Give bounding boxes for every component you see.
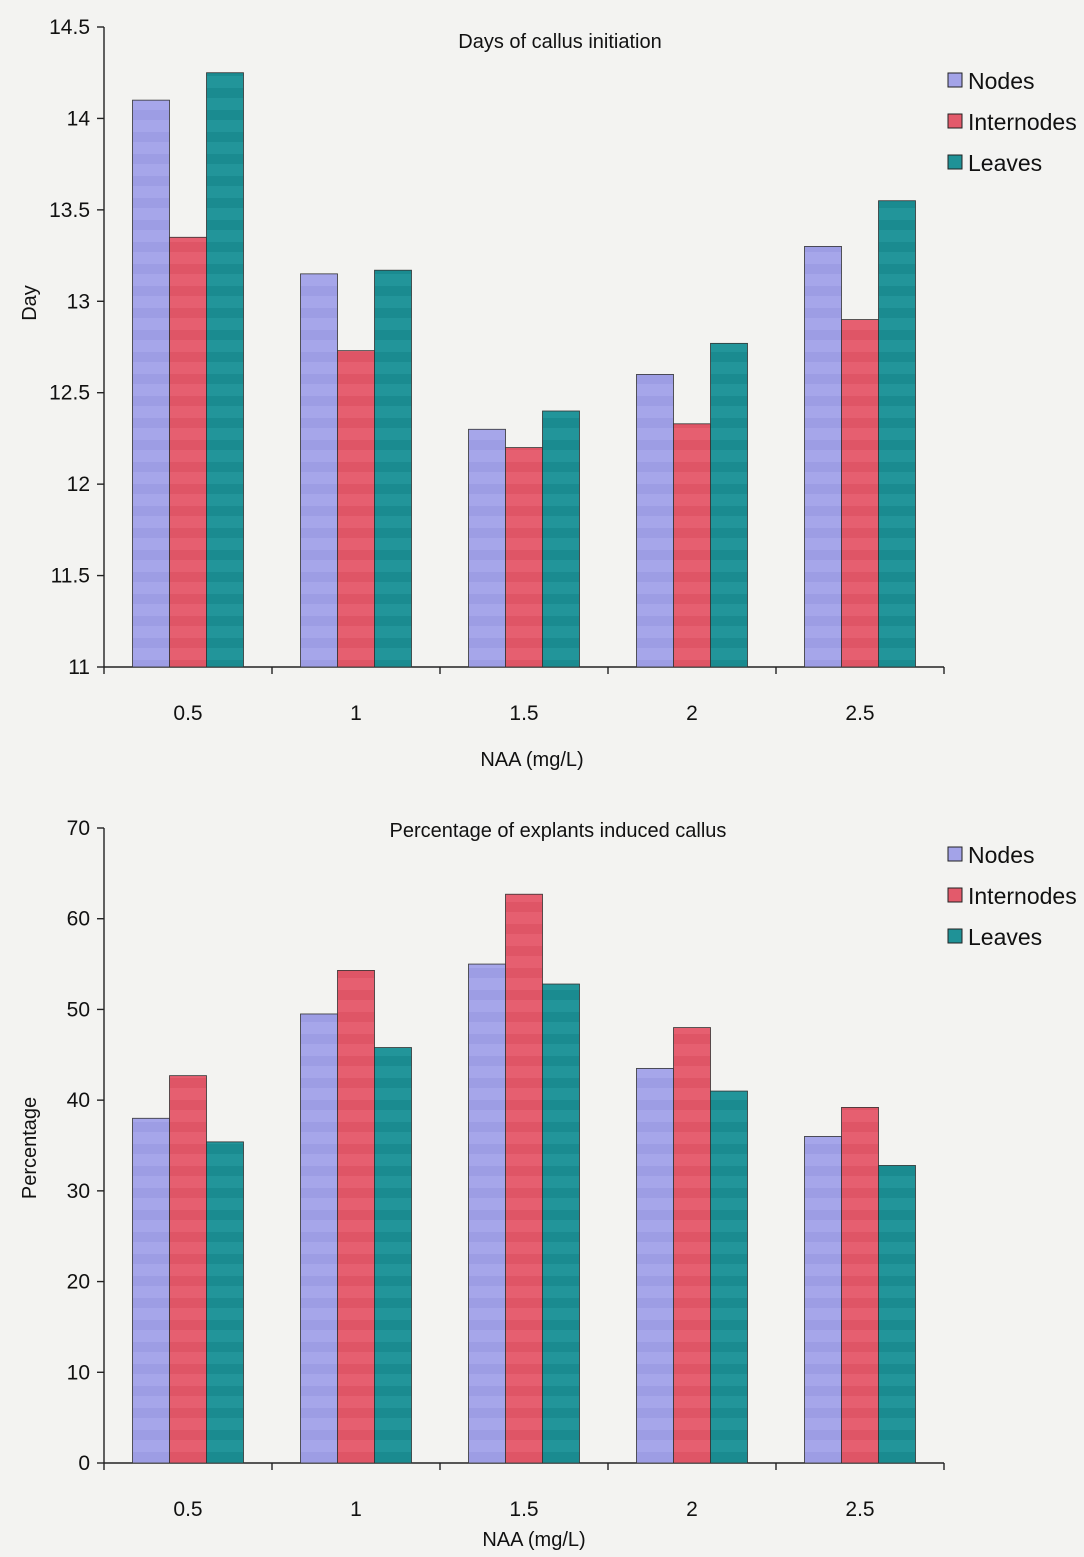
legend-label-nodes: Nodes [968, 68, 1034, 94]
bar-nodes-1 [301, 1014, 338, 1463]
y-tick-label: 40 [67, 1089, 90, 1112]
bar-nodes-0.5 [133, 1118, 170, 1463]
legend-swatch-internodes [948, 114, 962, 128]
bar-nodes-1.5 [469, 429, 506, 667]
legend: Nodes Internodes Leaves [948, 842, 1077, 950]
y-tick-label: 12 [67, 473, 90, 496]
chart-title: Days of callus initiation [458, 31, 661, 53]
bar-leaves-1.5 [543, 411, 580, 667]
y-tick-label: 13.5 [49, 199, 90, 222]
chart-days-callus-initiation: Days of callus initiation Day NAA (mg/L)… [19, 16, 1077, 771]
bar-internodes-2 [674, 1028, 711, 1463]
bar-internodes-2.5 [842, 320, 879, 667]
bar-leaves-0.5 [207, 1142, 244, 1463]
bar-leaves-2.5 [879, 201, 916, 667]
y-tick-label: 30 [67, 1180, 90, 1203]
bar-leaves-1 [375, 270, 412, 667]
bar-internodes-1 [338, 970, 375, 1463]
y-tick-label: 0 [78, 1452, 90, 1475]
y-axis: 0 10 20 30 40 50 60 70 [67, 817, 104, 1475]
y-tick-label: 14 [67, 107, 91, 130]
y-tick-label: 14.5 [49, 16, 90, 39]
x-tick-label: 0.5 [173, 1498, 202, 1521]
y-tick-label: 13 [67, 290, 90, 313]
x-tick-label: 2.5 [845, 1498, 874, 1521]
y-tick-label: 10 [67, 1361, 90, 1384]
x-tick-label: 1 [350, 1498, 362, 1521]
bar-nodes-2.5 [805, 246, 842, 667]
bar-leaves-2.5 [879, 1165, 916, 1463]
y-tick-label: 50 [67, 998, 90, 1021]
y-tick-label: 60 [67, 908, 90, 931]
legend-label-internodes: Internodes [968, 883, 1077, 909]
y-axis: 11 11.5 12 12.5 13 13.5 14 14.5 [49, 16, 104, 679]
bars [133, 894, 916, 1463]
bar-leaves-2 [711, 1091, 748, 1463]
bars [133, 73, 916, 667]
legend-swatch-leaves [948, 929, 962, 943]
bar-nodes-2 [637, 374, 674, 667]
legend-label-nodes: Nodes [968, 842, 1034, 868]
bar-internodes-1.5 [506, 894, 543, 1463]
legend-swatch-leaves [948, 155, 962, 169]
x-tick-label: 1 [350, 702, 362, 725]
legend: Nodes Internodes Leaves [948, 68, 1077, 176]
y-axis-title: Day [19, 285, 41, 321]
bar-internodes-0.5 [170, 237, 207, 667]
x-tick-label: 2 [686, 1498, 698, 1521]
legend-label-leaves: Leaves [968, 924, 1042, 950]
bar-nodes-2 [637, 1068, 674, 1463]
y-tick-label: 12.5 [49, 382, 90, 405]
bar-leaves-0.5 [207, 73, 244, 667]
bar-nodes-1 [301, 274, 338, 667]
chart-title: Percentage of explants induced callus [390, 820, 727, 842]
x-axis: 0.5 1 1.5 2 2.5 [104, 667, 944, 725]
y-tick-label: 11.5 [51, 565, 90, 588]
legend-label-internodes: Internodes [968, 109, 1077, 135]
x-tick-label: 0.5 [173, 702, 202, 725]
x-tick-label: 2 [686, 702, 698, 725]
x-axis: 0.5 1 1.5 2 2.5 [104, 1463, 944, 1521]
legend-swatch-nodes [948, 73, 962, 87]
bar-nodes-0.5 [133, 100, 170, 667]
legend-swatch-nodes [948, 847, 962, 861]
bar-leaves-2 [711, 343, 748, 667]
y-tick-label: 11 [68, 656, 90, 679]
chart-percentage-explants: Percentage of explants induced callus Pe… [19, 817, 1077, 1551]
x-axis-title: NAA (mg/L) [482, 1529, 585, 1551]
legend-swatch-internodes [948, 888, 962, 902]
x-tick-label: 1.5 [509, 1498, 538, 1521]
y-tick-label: 20 [67, 1271, 90, 1294]
bar-internodes-2.5 [842, 1107, 879, 1463]
bar-nodes-2.5 [805, 1136, 842, 1463]
y-axis-title: Percentage [19, 1097, 41, 1199]
bar-internodes-0.5 [170, 1076, 207, 1463]
bar-internodes-2 [674, 424, 711, 667]
bar-internodes-1 [338, 351, 375, 667]
bar-leaves-1 [375, 1048, 412, 1463]
x-tick-label: 2.5 [845, 702, 874, 725]
bar-leaves-1.5 [543, 984, 580, 1463]
x-tick-label: 1.5 [509, 702, 538, 725]
bar-internodes-1.5 [506, 448, 543, 667]
legend-label-leaves: Leaves [968, 150, 1042, 176]
y-tick-label: 70 [67, 817, 90, 840]
x-axis-title: NAA (mg/L) [480, 749, 583, 771]
bar-nodes-1.5 [469, 964, 506, 1463]
